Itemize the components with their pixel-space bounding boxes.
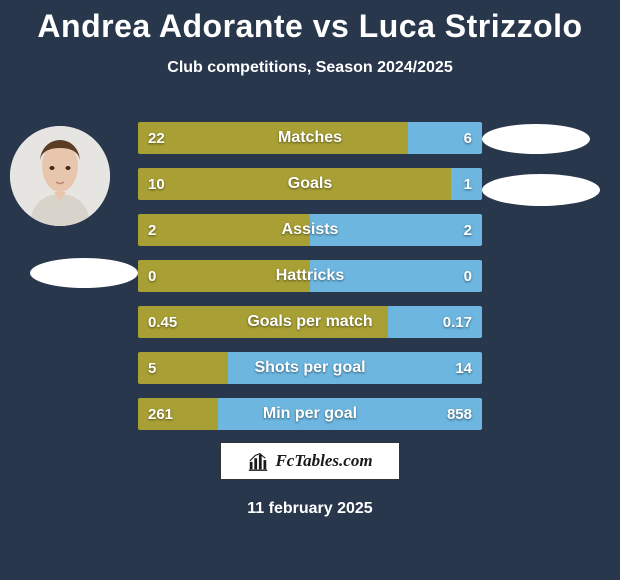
stat-label: Goals per match: [138, 306, 482, 338]
site-logo: FcTables.com: [220, 442, 400, 480]
comparison-rows: 226Matches 101Goals 22Assists 00Hattricks 0.…: [138, 122, 482, 444]
page-title: Andrea Adorante vs Luca Strizzolo: [0, 0, 620, 45]
stat-row: 101Goals: [138, 168, 482, 200]
generated-date: 11 february 2025: [0, 500, 620, 518]
stat-label: Hattricks: [138, 260, 482, 292]
stat-label: Goals: [138, 168, 482, 200]
stat-label: Assists: [138, 214, 482, 246]
stat-label: Shots per goal: [138, 352, 482, 384]
site-logo-text: FcTables.com: [275, 451, 372, 471]
stat-label: Min per goal: [138, 398, 482, 430]
stat-row: 514Shots per goal: [138, 352, 482, 384]
stat-row: 22Assists: [138, 214, 482, 246]
stat-row: 00Hattricks: [138, 260, 482, 292]
page-subtitle: Club competitions, Season 2024/2025: [0, 59, 620, 77]
player-left-avatar: [10, 126, 110, 226]
stat-row: 226Matches: [138, 122, 482, 154]
bar-chart-icon: [247, 450, 269, 472]
player-right-club-badge-1: [482, 124, 590, 154]
player-right-club-badge-2: [482, 174, 600, 206]
player-left-club-badge: [30, 258, 138, 288]
player-avatar-icon: [10, 126, 110, 226]
stat-row: 261858Min per goal: [138, 398, 482, 430]
stat-label: Matches: [138, 122, 482, 154]
stat-row: 0.450.17Goals per match: [138, 306, 482, 338]
